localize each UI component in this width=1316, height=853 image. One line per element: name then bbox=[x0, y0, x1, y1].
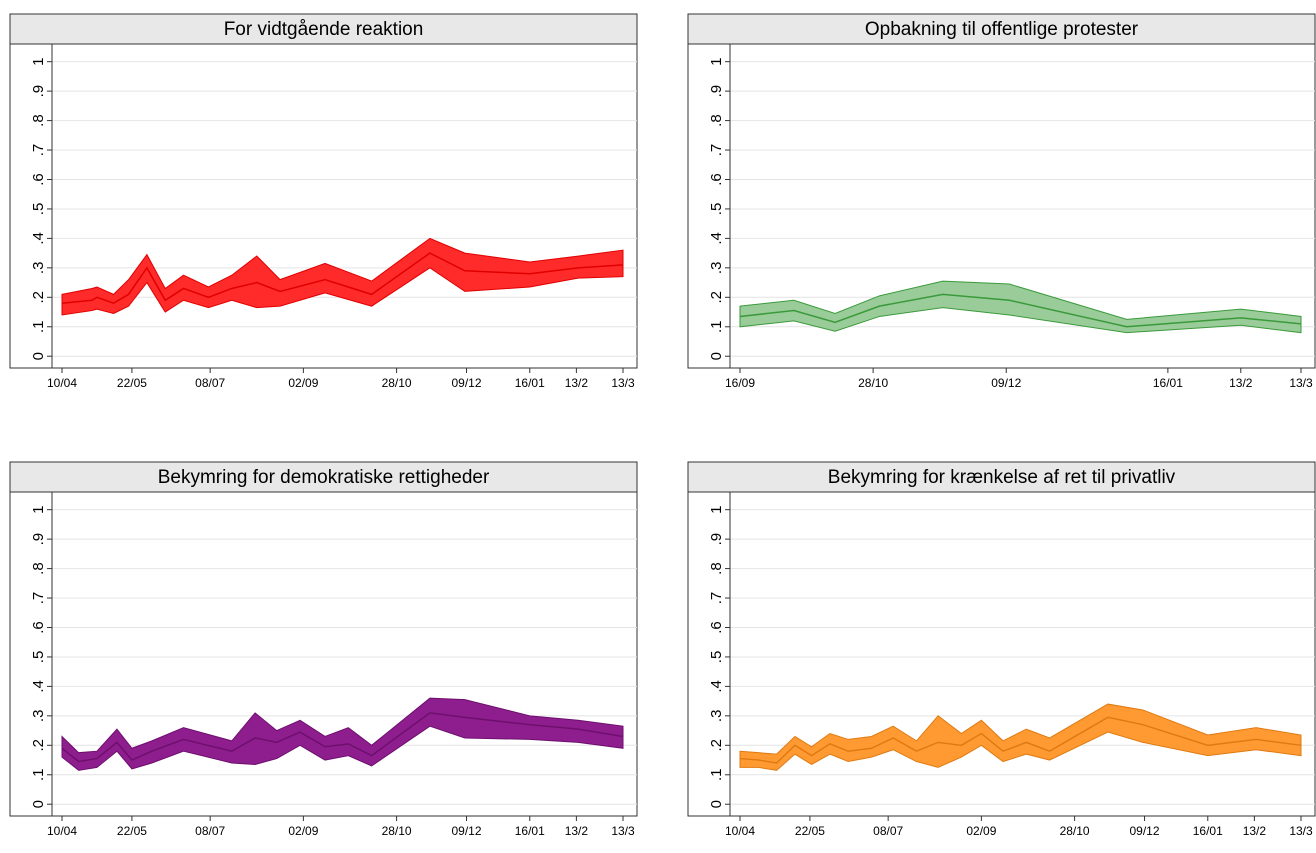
y-tick-label: 1 bbox=[30, 58, 47, 66]
y-tick-label: .6 bbox=[708, 621, 725, 634]
panel-frame bbox=[9, 13, 638, 369]
y-tick-label: .2 bbox=[30, 291, 47, 304]
x-tick-label: 28/10 bbox=[382, 376, 412, 390]
title-bar bbox=[9, 13, 638, 45]
confidence-band bbox=[739, 280, 1302, 334]
y-tick-label: .1 bbox=[30, 321, 47, 334]
y-tick-label: .5 bbox=[30, 651, 47, 664]
x-tick-label: 22/05 bbox=[117, 376, 147, 390]
y-tick-label: 0 bbox=[708, 800, 725, 808]
y-tick-label: .4 bbox=[708, 232, 725, 245]
y-tick-label: .4 bbox=[708, 680, 725, 693]
y-tick-label: .5 bbox=[708, 203, 725, 216]
x-tick-label: 09/12 bbox=[452, 376, 482, 390]
y-tick-label: .7 bbox=[708, 144, 725, 157]
y-tick-label: .7 bbox=[708, 592, 725, 605]
x-tick-label: 16/01 bbox=[1153, 376, 1183, 390]
title-bar bbox=[9, 461, 638, 493]
y-tick-label: .2 bbox=[30, 739, 47, 752]
y-tick-label: 1 bbox=[30, 506, 47, 514]
x-tick-label: 08/07 bbox=[873, 824, 903, 838]
panel-frame bbox=[9, 461, 638, 817]
x-tick-label: 13/2 bbox=[1243, 824, 1267, 838]
x-tick-label: 08/07 bbox=[195, 824, 225, 838]
y-tick-label: .3 bbox=[708, 710, 725, 723]
y-tick-label: .8 bbox=[708, 114, 725, 127]
x-tick-label: 22/05 bbox=[117, 824, 147, 838]
x-tick-label: 28/10 bbox=[382, 824, 412, 838]
x-tick-label: 02/09 bbox=[966, 824, 996, 838]
y-tick-label: 0 bbox=[30, 800, 47, 808]
x-tick-label: 28/10 bbox=[858, 376, 888, 390]
mean-line bbox=[739, 293, 1302, 328]
y-tick-label: .4 bbox=[30, 232, 47, 245]
y-tick-label: .8 bbox=[30, 562, 47, 575]
mean-line bbox=[61, 712, 624, 763]
y-tick-label: .3 bbox=[30, 710, 47, 723]
y-tick-label: 1 bbox=[708, 506, 725, 514]
y-tick-label: .6 bbox=[30, 173, 47, 186]
y-tick-label: .9 bbox=[708, 85, 725, 98]
title-bar bbox=[687, 461, 1316, 493]
y-tick-label: .4 bbox=[30, 680, 47, 693]
y-tick-label: .1 bbox=[708, 769, 725, 782]
x-tick-label: 13/3 bbox=[611, 824, 635, 838]
y-tick-label: .1 bbox=[708, 321, 725, 334]
y-tick-label: .3 bbox=[30, 262, 47, 275]
y-tick-label: .2 bbox=[708, 739, 725, 752]
x-tick-label: 13/2 bbox=[565, 824, 589, 838]
y-tick-label: .3 bbox=[708, 262, 725, 275]
x-tick-label: 10/04 bbox=[47, 824, 77, 838]
x-tick-label: 02/09 bbox=[288, 376, 318, 390]
panel-title: Bekymring for demokratiske rettigheder bbox=[158, 467, 490, 488]
mean-line bbox=[61, 252, 624, 305]
x-tick-label: 09/12 bbox=[452, 824, 482, 838]
x-tick-label: 09/12 bbox=[991, 376, 1021, 390]
y-tick-label: .7 bbox=[30, 144, 47, 157]
y-tick-label: .9 bbox=[708, 533, 725, 546]
y-tick-label: 0 bbox=[30, 352, 47, 360]
y-tick-label: .8 bbox=[708, 562, 725, 575]
y-tick-label: .1 bbox=[30, 769, 47, 782]
mean-line bbox=[739, 716, 1302, 764]
y-tick-label: .8 bbox=[30, 114, 47, 127]
x-tick-label: 13/3 bbox=[611, 376, 635, 390]
y-tick-label: .5 bbox=[708, 651, 725, 664]
x-tick-label: 16/01 bbox=[515, 376, 545, 390]
x-tick-label: 28/10 bbox=[1060, 824, 1090, 838]
x-tick-label: 13/3 bbox=[1289, 824, 1313, 838]
y-tick-label: .9 bbox=[30, 533, 47, 546]
x-tick-label: 16/01 bbox=[1193, 824, 1223, 838]
confidence-band bbox=[61, 697, 624, 771]
confidence-band bbox=[739, 703, 1302, 771]
y-tick-label: 1 bbox=[708, 58, 725, 66]
x-tick-label: 22/05 bbox=[795, 824, 825, 838]
panel-title: For vidtgående reaktion bbox=[224, 19, 424, 40]
y-tick-label: .6 bbox=[708, 173, 725, 186]
x-tick-label: 13/2 bbox=[1229, 376, 1253, 390]
y-tick-label: .2 bbox=[708, 291, 725, 304]
x-tick-label: 13/3 bbox=[1289, 376, 1313, 390]
y-tick-label: .7 bbox=[30, 592, 47, 605]
x-tick-label: 10/04 bbox=[47, 376, 77, 390]
x-tick-label: 16/09 bbox=[725, 376, 755, 390]
x-tick-label: 16/01 bbox=[515, 824, 545, 838]
y-tick-label: .6 bbox=[30, 621, 47, 634]
x-tick-label: 13/2 bbox=[565, 376, 589, 390]
x-tick-label: 10/04 bbox=[725, 824, 755, 838]
title-bar bbox=[687, 13, 1316, 45]
panel-title: Bekymring for krænkelse af ret til priva… bbox=[828, 467, 1176, 488]
x-tick-label: 09/12 bbox=[1130, 824, 1160, 838]
panel-frame bbox=[687, 461, 1316, 817]
y-tick-label: 0 bbox=[708, 352, 725, 360]
panel-title: Opbakning til offentlige protester bbox=[865, 19, 1139, 40]
y-tick-label: .9 bbox=[30, 85, 47, 98]
y-tick-label: .5 bbox=[30, 203, 47, 216]
x-tick-label: 02/09 bbox=[288, 824, 318, 838]
x-tick-label: 08/07 bbox=[195, 376, 225, 390]
